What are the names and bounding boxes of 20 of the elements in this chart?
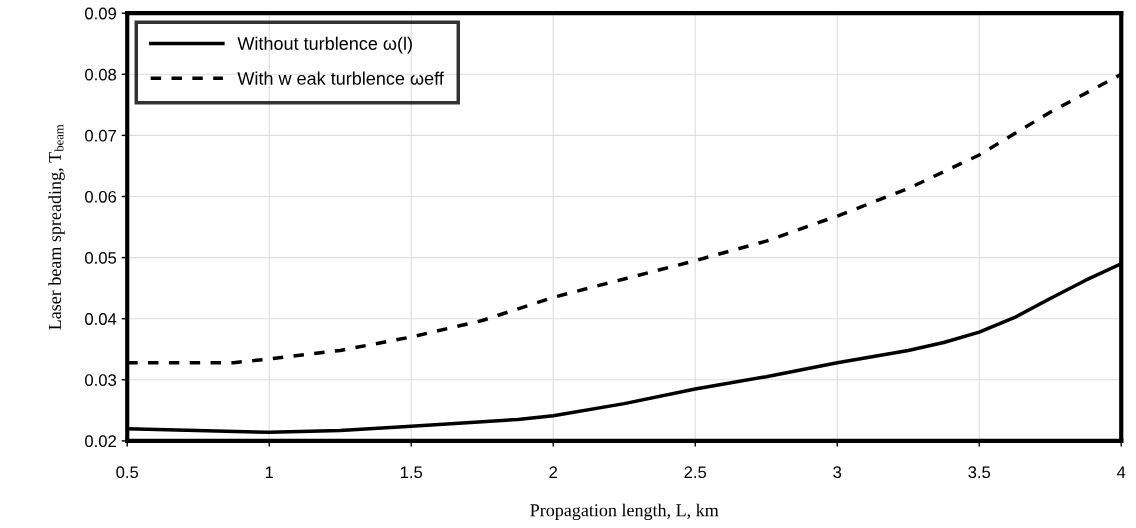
y-tick-label: 0.09 (85, 7, 117, 20)
legend-label: Without turblence ω(l) (237, 36, 412, 54)
x-tick-label: 1 (265, 466, 274, 478)
y-tick-label: 0.03 (85, 374, 117, 386)
y-tick-label: 0.08 (85, 68, 117, 81)
x-tick-label: 4 (1116, 466, 1126, 478)
y-tick-label: 0.06 (85, 190, 117, 203)
y-tick-label: 0.05 (85, 251, 117, 264)
x-tick-label: 3.5 (968, 466, 991, 479)
y-axis-title: Laser beam spreading, T$_{beam}$ (48, 124, 65, 330)
x-tick-label: 2 (549, 466, 558, 478)
legend-label: With w eak turblence ωeff (237, 71, 444, 85)
x-axis-title: Propagation length, L, km (530, 503, 719, 521)
x-tick-label: 0.5 (116, 466, 139, 479)
y-tick-label: 0.04 (85, 313, 117, 325)
x-tick-label: 1.5 (400, 466, 423, 479)
y-tick-label: 0.07 (85, 129, 116, 142)
x-tick-label: 3 (833, 466, 842, 479)
y-tick-label: 0.02 (85, 435, 116, 448)
x-tick-label: 2.5 (684, 466, 707, 479)
